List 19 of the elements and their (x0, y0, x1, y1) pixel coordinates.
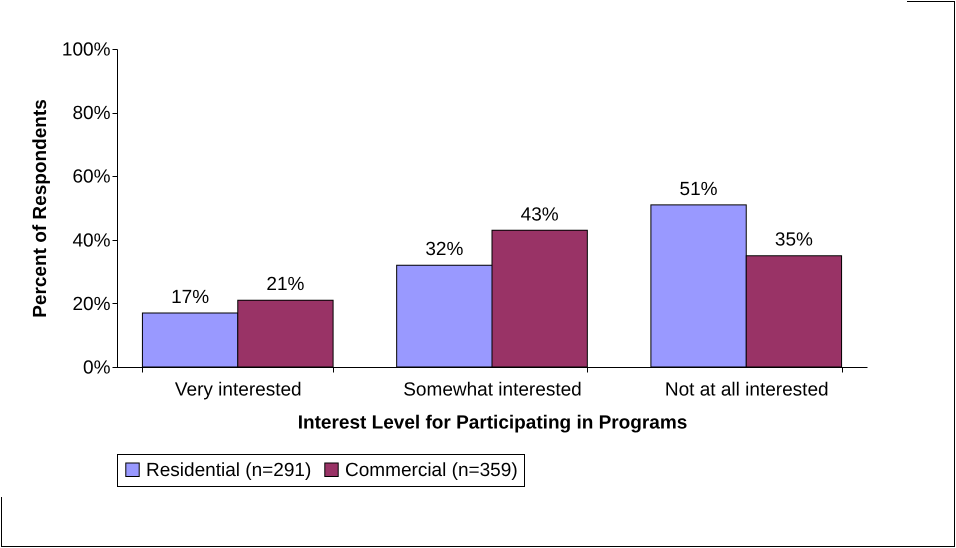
x-tick-label: Very interested (174, 380, 302, 400)
x-axis-title: Interest Level for Participating in Programs (298, 412, 688, 434)
y-axis-title: Percent of Respondents (30, 99, 51, 318)
y-tick-label: 20% (72, 294, 111, 315)
y-tick-label: 40% (72, 230, 111, 252)
legend-label: Residential (n=291) (146, 460, 312, 481)
y-tick-label: 100% (62, 40, 111, 60)
data-label: 43% (520, 204, 559, 226)
data-label: 32% (425, 239, 464, 260)
legend-label: Commercial (n=359) (345, 460, 518, 481)
y-tick-label: 80% (72, 103, 111, 124)
y-tick-label: 60% (72, 166, 111, 188)
x-tick-label: Not at all interested (664, 380, 829, 400)
y-tick-label: 0% (83, 358, 111, 378)
data-label: 17% (171, 286, 210, 308)
data-label: 51% (680, 178, 718, 200)
data-label: 35% (774, 230, 814, 251)
x-tick-label: Somewhat interested (403, 380, 582, 400)
data-label: 21% (266, 274, 305, 296)
